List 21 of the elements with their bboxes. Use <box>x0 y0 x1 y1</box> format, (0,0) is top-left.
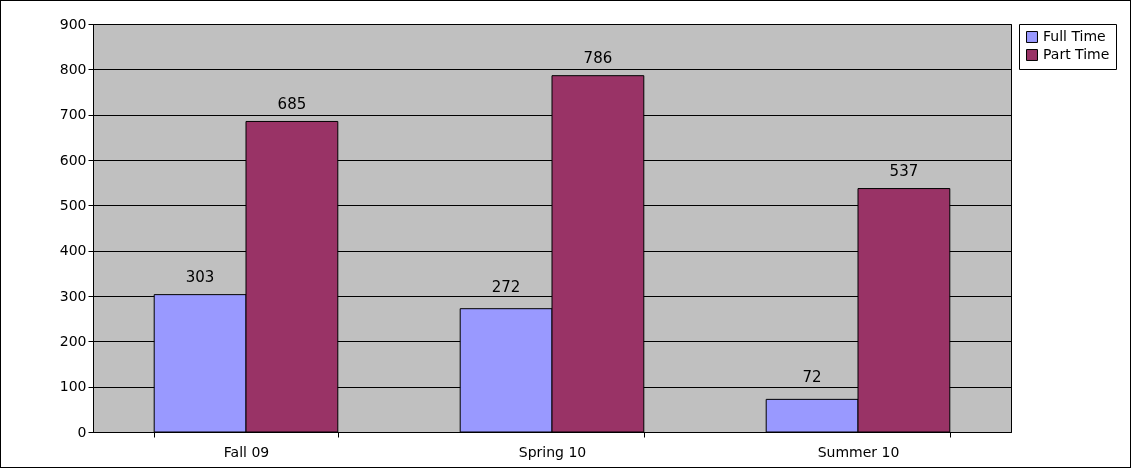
y-tick-label: 500 <box>59 196 87 213</box>
y-tick-label: 100 <box>59 378 87 395</box>
y-tick-label: 600 <box>59 151 87 168</box>
data-label: 685 <box>277 94 307 113</box>
x-tick-label: Fall 09 <box>223 443 270 460</box>
data-label: 72 <box>802 368 822 387</box>
data-label: 786 <box>583 48 613 67</box>
y-tick-label: 800 <box>59 60 87 77</box>
data-label: 272 <box>491 277 521 296</box>
y-tick-label: 700 <box>59 106 87 123</box>
data-label: 303 <box>185 267 215 286</box>
legend-label: Full Time <box>1043 28 1106 44</box>
y-tick-label: 900 <box>59 15 87 32</box>
y-tick-label: 0 <box>77 423 87 440</box>
legend-label: Part Time <box>1043 46 1110 62</box>
x-tick-label: Summer 10 <box>817 443 900 460</box>
x-tick-label: Spring 10 <box>518 443 587 460</box>
y-tick-label: 200 <box>59 332 87 349</box>
y-tick-label: 300 <box>59 287 87 304</box>
data-label: 537 <box>889 161 919 180</box>
y-tick-label: 400 <box>59 242 87 259</box>
